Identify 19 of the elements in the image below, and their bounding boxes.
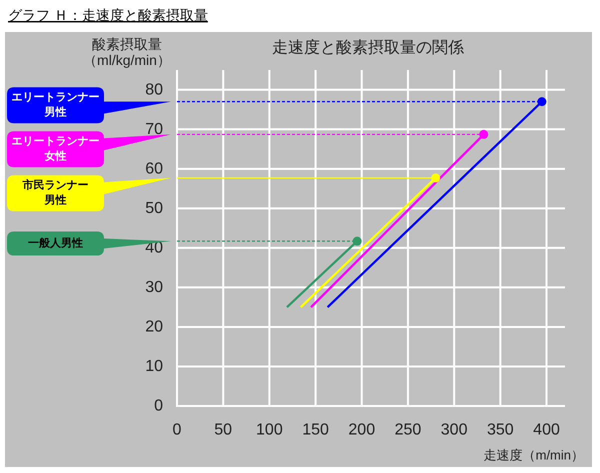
x-tick-label: 50 (214, 422, 232, 438)
y-tick-label: 50 (145, 200, 164, 217)
y-tick-label: 80 (145, 81, 164, 98)
y-axis-title: 酸素摂取量（ml/kg/min） (83, 36, 171, 68)
x-tick-label: 200 (348, 422, 376, 438)
y-tick-label: 10 (145, 358, 164, 375)
x-axis-title: 走速度（m/min） (484, 448, 584, 462)
chart-title: グラフ Ｈ：走速度と酸素摂取量 (8, 7, 208, 23)
x-tick-label: 150 (302, 422, 330, 438)
x-tick-label: 250 (394, 422, 422, 438)
y-tick-label: 0 (154, 398, 164, 414)
x-tick-label: 400 (533, 422, 560, 438)
y-tick-label: 30 (145, 278, 164, 296)
x-tick-label: 0 (172, 422, 182, 438)
chart-subtitle: 走速度と酸素摂取量の関係 (272, 38, 464, 56)
x-tick-label: 100 (256, 422, 283, 438)
y-tick-label: 20 (145, 318, 164, 336)
x-tick-label: 300 (440, 422, 468, 438)
x-tick-label: 350 (486, 422, 514, 438)
